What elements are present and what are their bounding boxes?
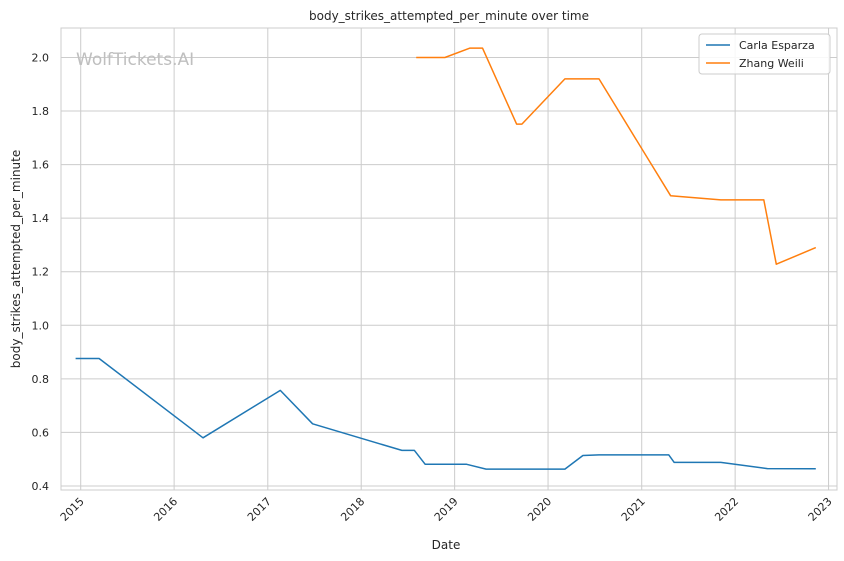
chart-title: body_strikes_attempted_per_minute over t… [309, 9, 589, 23]
legend: Carla Esparza Zhang Weili [698, 33, 831, 75]
series-line-carla-esparza [75, 357, 816, 470]
plot-area [61, 28, 837, 490]
y-tick-label-7: 1.8 [32, 105, 50, 118]
x-tick-label-1: 2016 [151, 495, 180, 524]
x-tick-label-0: 2015 [58, 495, 87, 524]
x-tick-label-2: 2017 [245, 495, 274, 524]
x-tick-label-5: 2020 [525, 495, 554, 524]
y-tick-label-1: 0.6 [32, 426, 50, 439]
series-layer [75, 47, 817, 470]
x-tick-label-4: 2019 [432, 495, 461, 524]
series-line-zhang-weili [416, 47, 817, 265]
y-tick-label-2: 0.8 [32, 373, 50, 386]
y-tick-label-5: 1.4 [32, 212, 50, 225]
legend-box [698, 33, 831, 75]
grid [61, 28, 837, 490]
x-tick-label-3: 2018 [338, 495, 367, 524]
legend-label-carla-esparza: Carla Esparza [739, 39, 815, 52]
x-tick-label-7: 2022 [712, 495, 741, 524]
x-tick-label-8: 2023 [806, 495, 835, 524]
y-tick-label-4: 1.2 [32, 266, 50, 279]
legend-label-zhang-weili: Zhang Weili [739, 57, 804, 70]
x-tick-label-6: 2021 [619, 495, 648, 524]
x-axis-title: Date [432, 538, 461, 552]
y-axis-ticks: 0.4 0.6 0.8 1.0 1.2 1.4 1.6 1.8 2.0 [32, 51, 50, 493]
watermark: WolfTickets.AI [76, 50, 194, 70]
y-tick-label-6: 1.6 [32, 159, 50, 172]
plot-border [60, 27, 838, 491]
y-tick-label-8: 2.0 [32, 51, 50, 64]
y-tick-label-3: 1.0 [32, 319, 50, 332]
y-tick-label-0: 0.4 [32, 480, 50, 493]
x-axis-ticks: 2015 2016 2017 2018 2019 2020 2021 2022 2023 [58, 495, 835, 524]
y-axis-title: body_strikes_attempted_per_minute [9, 150, 23, 368]
